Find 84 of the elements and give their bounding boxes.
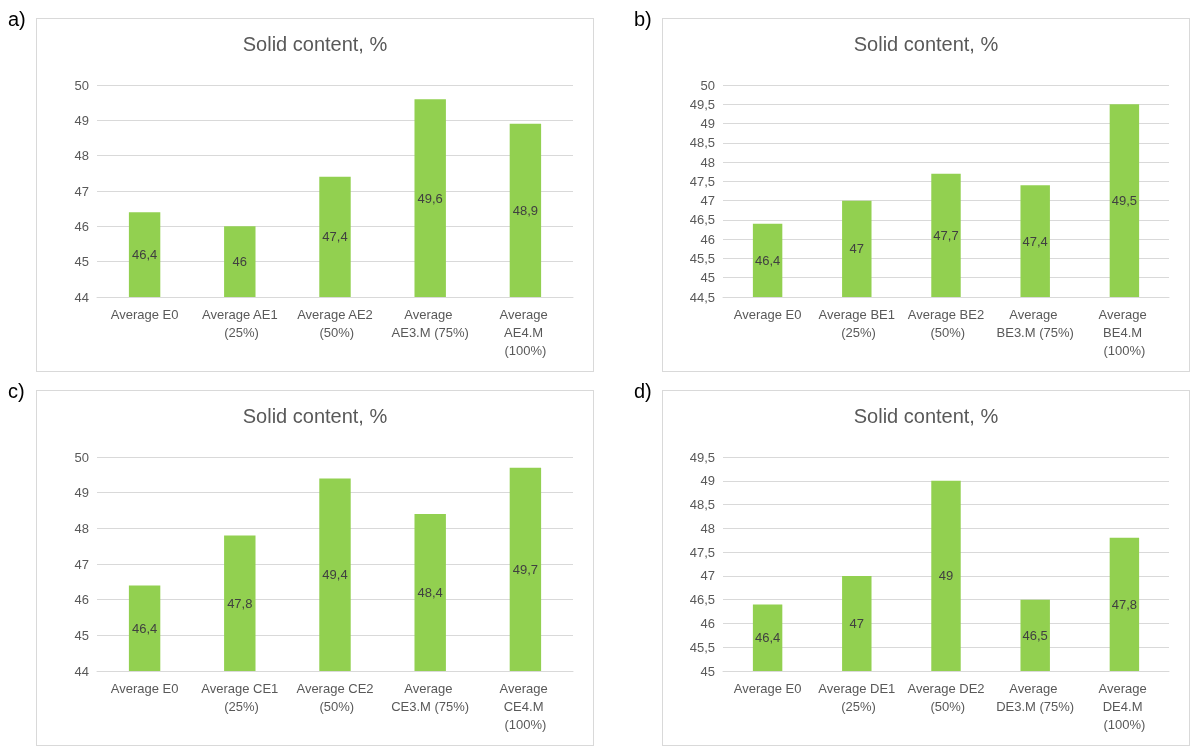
y-tick-label: 48 — [74, 520, 89, 536]
x-tick-label: Average E0 — [733, 680, 802, 696]
y-tick-label: 50 — [700, 77, 715, 93]
x-tick-label: Average CE3.M (75%) — [391, 680, 470, 714]
data-label: 47,8 — [227, 595, 253, 611]
x-tick-label: Average BE4.M (100%) — [1098, 306, 1151, 358]
chart-title: Solid content, % — [853, 405, 999, 427]
y-tick-label: 49 — [74, 112, 89, 128]
x-tick-label: Average AE3.M (75%) — [391, 306, 469, 340]
y-tick-label: 45 — [74, 254, 89, 270]
x-tick-label: Average DE1 (25%) — [818, 680, 896, 714]
data-label: 49,5 — [1111, 193, 1138, 209]
x-tick-label: Average E0 — [110, 680, 179, 696]
x-tick-label: Average CE4.M (100%) — [499, 680, 552, 732]
data-label: 47,4 — [322, 229, 348, 245]
y-tick-label: 47 — [74, 556, 89, 572]
text: d) — [634, 380, 652, 403]
y-tick-label: 45 — [700, 663, 715, 679]
x-tick-label: Average BE1 (25%) — [818, 306, 895, 340]
data-label: 47 — [849, 615, 865, 631]
data-label: 48,9 — [512, 202, 539, 218]
data-label: 47 — [849, 241, 865, 257]
text: a) — [8, 8, 26, 31]
y-tick-label: 44 — [74, 663, 89, 679]
y-tick-label: 44,5 — [689, 289, 715, 305]
y-tick-label: 46 — [700, 231, 715, 247]
chart-title: Solid content, % — [242, 33, 388, 55]
data-label: 46,4 — [131, 247, 158, 263]
x-tick-label: Average E0 — [110, 306, 179, 322]
chart-title: Solid content, % — [853, 33, 999, 55]
y-tick-label: 47 — [700, 568, 715, 584]
y-tick-label: 49 — [74, 485, 89, 501]
x-tick-label: Average DE3.M (75%) — [996, 680, 1075, 714]
y-tick-label: 48,5 — [689, 497, 715, 513]
x-tick-label: Average BE2 (50%) — [907, 306, 985, 340]
y-tick-label: 48 — [700, 154, 715, 170]
y-tick-label: 45 — [700, 270, 715, 286]
data-label: 46,4 — [754, 630, 781, 646]
y-tick-label: 46 — [74, 592, 89, 608]
y-tick-label: 48,5 — [689, 135, 715, 151]
y-tick-label: 46 — [74, 218, 89, 234]
y-tick-label: 45,5 — [689, 639, 715, 655]
text: c) — [8, 380, 25, 403]
y-tick-label: 48 — [74, 148, 89, 164]
y-tick-label: 47 — [700, 193, 715, 209]
chart-title: Solid content, % — [242, 405, 388, 427]
y-tick-label: 46,5 — [689, 212, 715, 228]
y-tick-label: 46 — [700, 615, 715, 631]
data-label: 49,7 — [512, 561, 539, 577]
y-tick-label: 49,5 — [689, 449, 715, 465]
y-tick-label: 47,5 — [689, 173, 715, 189]
x-tick-label: Average DE2 (50%) — [907, 680, 985, 714]
y-tick-label: 45,5 — [689, 250, 715, 266]
y-tick-label: 44 — [74, 289, 89, 305]
x-tick-label: Average CE2 (50%) — [296, 680, 374, 714]
x-tick-label: Average CE1 (25%) — [201, 680, 279, 714]
data-label: 46,4 — [754, 252, 781, 268]
y-tick-label: 47 — [74, 183, 89, 199]
y-tick-label: 49 — [700, 116, 715, 132]
x-tick-label: Average AE1 (25%) — [201, 306, 278, 340]
y-tick-label: 45 — [74, 627, 89, 643]
x-tick-label: Average AE4.M (100%) — [499, 306, 552, 358]
x-tick-label: Average BE3.M (75%) — [996, 306, 1074, 340]
data-label: 47,7 — [933, 227, 959, 243]
x-tick-label: Average DE4.M (100%) — [1098, 680, 1151, 732]
data-label: 48,4 — [417, 585, 443, 601]
data-label: 49,6 — [417, 190, 443, 206]
y-tick-label: 48 — [700, 520, 715, 536]
data-label: 47,8 — [1111, 596, 1138, 612]
y-tick-label: 50 — [74, 449, 89, 465]
y-tick-label: 46,5 — [689, 592, 715, 608]
data-label: 46,5 — [1022, 627, 1048, 643]
y-tick-label: 49,5 — [689, 96, 715, 112]
y-tick-label: 50 — [74, 77, 89, 93]
data-label: 46,4 — [131, 620, 158, 636]
data-label: 49 — [938, 568, 954, 584]
data-label: 46 — [232, 254, 248, 270]
y-tick-label: 47,5 — [689, 544, 715, 560]
y-tick-label: 49 — [700, 473, 715, 489]
x-tick-label: Average AE2 (50%) — [297, 306, 373, 340]
x-tick-label: Average E0 — [733, 306, 802, 322]
text: b) — [634, 8, 652, 31]
data-label: 47,4 — [1022, 233, 1048, 249]
data-label: 49,4 — [322, 567, 348, 583]
